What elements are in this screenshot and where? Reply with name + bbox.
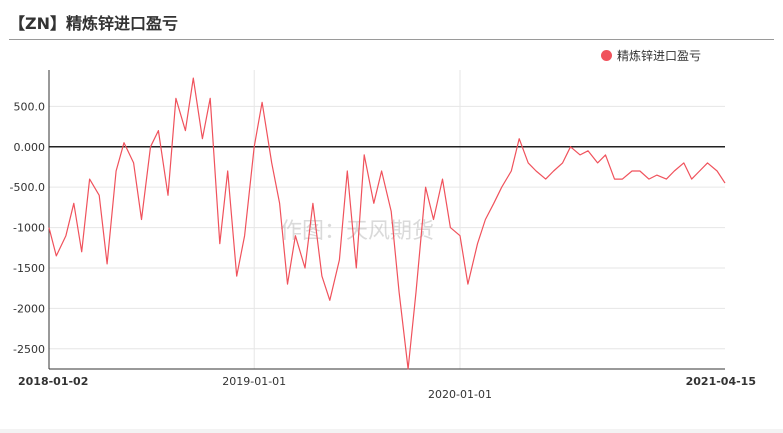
x-tick-label: 2018-01-02 [18, 375, 88, 388]
legend-label: 精炼锌进口盈亏 [616, 49, 701, 63]
watermark-text: 作图：天风期货 [280, 219, 434, 244]
legend-marker-icon [600, 50, 612, 61]
y-tick-label: -1500 [13, 262, 45, 275]
series-line [48, 77, 726, 370]
y-tick-label: 500.0 [14, 100, 46, 113]
bottom-scrollbar-track [0, 429, 783, 433]
y-tick-label: -500.0 [10, 181, 45, 194]
legend[interactable]: 精炼锌进口盈亏 [600, 47, 701, 64]
y-tick-label: -2000 [13, 302, 45, 315]
x-tick-label: 2019-01-01 [222, 375, 286, 388]
chart-title: 【ZN】精炼锌进口盈亏 [9, 14, 178, 33]
y-tick-label: -2500 [13, 343, 45, 356]
title-divider [9, 39, 774, 40]
y-tick-label: 0.000 [14, 141, 46, 154]
y-tick-label: -1000 [13, 222, 45, 235]
x-tick-label: 2021-04-15 [686, 375, 756, 388]
x-tick-label: 2020-01-01 [428, 388, 492, 401]
